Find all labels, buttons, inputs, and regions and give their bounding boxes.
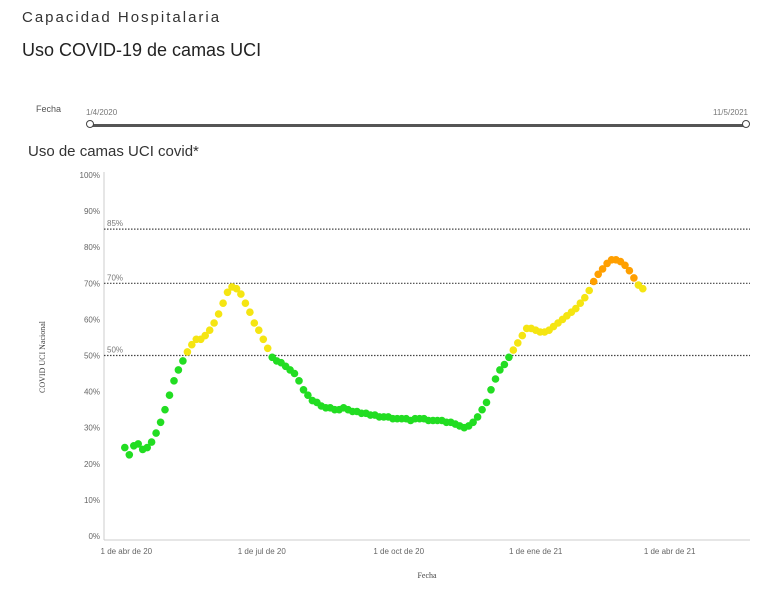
y-tick-label: 30% [84,424,100,433]
reference-line-label: 50% [107,346,123,355]
data-point[interactable] [589,277,598,286]
data-point[interactable] [152,429,160,437]
x-tick-label: 1 de abr de 20 [101,547,153,556]
data-point[interactable] [514,339,522,347]
data-point[interactable] [183,348,192,356]
data-point[interactable] [572,304,580,313]
data-point[interactable] [290,369,299,378]
data-point[interactable] [295,377,303,385]
x-tick-label: 1 de ene de 21 [509,547,563,556]
data-point[interactable] [134,440,142,448]
y-tick-label: 60% [84,315,100,324]
y-tick-label: 50% [84,352,100,361]
data-point[interactable] [473,413,482,421]
data-point[interactable] [594,270,602,279]
data-point[interactable] [299,386,308,394]
date-filter-label: Fecha [36,104,62,114]
data-point[interactable] [518,331,527,340]
data-point[interactable] [161,405,169,414]
chart-title: Uso de camas UCI covid* [28,143,199,160]
data-point[interactable] [263,344,272,353]
data-point[interactable] [205,326,214,334]
x-axis-label: Fecha [417,571,437,580]
date-filter-start: 1/4/2020 [86,108,118,117]
date-range-slider[interactable] [90,124,746,127]
data-point[interactable] [125,451,134,459]
reference-line-label: 70% [107,273,123,282]
data-point[interactable] [469,418,477,427]
y-tick-label: 90% [84,207,100,216]
data-point[interactable] [630,274,638,282]
data-point[interactable] [250,319,259,327]
data-point[interactable] [509,346,518,354]
data-point[interactable] [201,331,209,340]
dashboard-subtitle: Uso COVID-19 de camas UCI [22,40,262,60]
data-point[interactable] [639,284,647,293]
x-tick-label: 1 de jul de 20 [238,547,287,556]
data-point[interactable] [585,286,593,295]
data-point[interactable] [223,288,232,297]
y-tick-label: 80% [84,243,100,252]
y-tick-label: 40% [84,388,100,397]
data-point[interactable] [188,340,196,349]
data-point[interactable] [621,261,629,270]
y-axis-label: COVID UCI Nacional [38,320,47,393]
data-point[interactable] [496,366,504,374]
data-point[interactable] [254,326,263,334]
data-point[interactable] [232,284,241,293]
date-filter-end: 11/5/2021 [713,108,748,117]
data-point[interactable] [214,310,223,318]
data-point[interactable] [121,443,129,452]
data-point[interactable] [482,398,491,407]
data-point[interactable] [576,299,585,307]
section-title: Capacidad Hospitalaria [22,9,222,26]
data-point[interactable] [165,391,174,399]
data-point[interactable] [304,391,312,399]
data-point[interactable] [487,386,495,394]
data-point[interactable] [581,293,589,302]
data-point[interactable] [625,266,634,275]
data-point[interactable] [491,375,500,383]
icu-usage-chart: 0% 10% 20% 30% 40% 50% 60% 70% 80% 90% 100% 1 de a… [38,171,750,580]
data-point[interactable] [179,357,187,365]
data-point[interactable] [174,366,183,374]
data-point[interactable] [170,377,178,385]
data-point[interactable] [237,290,245,298]
data-point[interactable] [210,319,218,327]
data-point[interactable] [500,360,509,369]
data-point[interactable] [246,308,254,316]
y-tick-label: 10% [84,496,100,505]
reference-line-label: 85% [107,219,123,228]
data-point[interactable] [156,418,165,427]
data-point[interactable] [143,443,151,452]
x-tick-label: 1 de abr de 21 [644,547,696,556]
x-tick-label: 1 de oct de 20 [373,547,424,556]
y-tick-label: 0% [88,532,100,541]
y-tick-label: 100% [80,171,100,180]
y-tick-label: 20% [84,460,100,469]
data-point[interactable] [241,299,250,307]
data-point[interactable] [259,335,268,344]
data-point[interactable] [505,353,513,362]
data-point[interactable] [147,438,156,446]
slider-start-handle[interactable] [86,120,94,128]
data-point[interactable] [219,299,227,307]
data-point[interactable] [478,405,486,414]
data-point[interactable] [598,265,607,273]
slider-end-handle[interactable] [742,120,750,128]
y-tick-label: 70% [84,279,100,288]
